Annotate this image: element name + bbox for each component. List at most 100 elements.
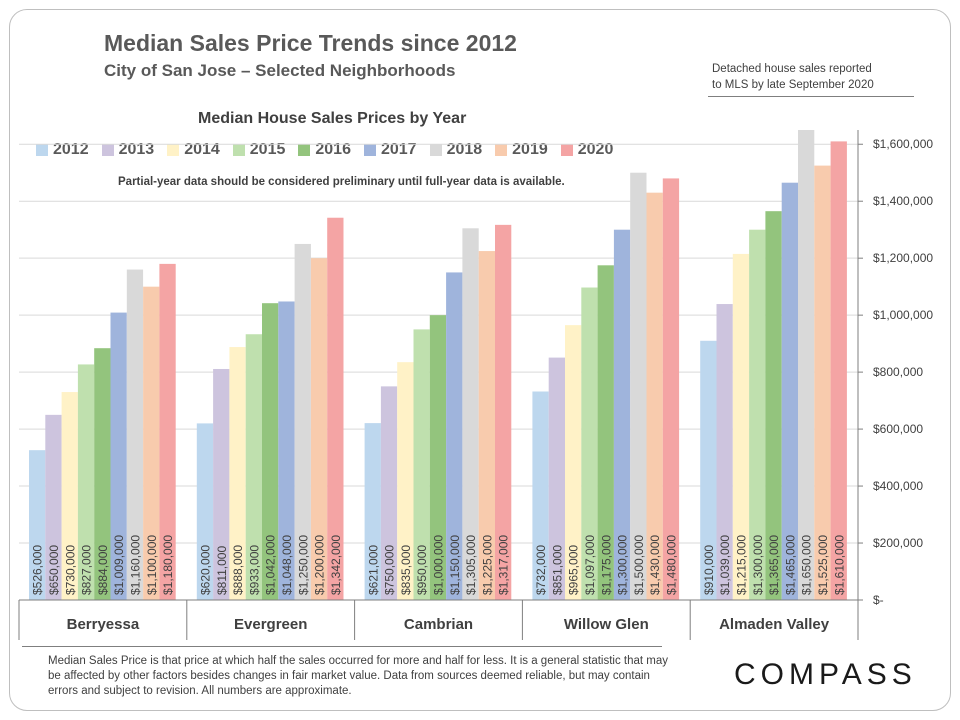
legend-swatch [167,144,180,156]
legend-item-2015: 2015 [232,141,286,159]
legend: 2012 2013 2014 2015 2016 2017 2018 2019 2020 [36,141,626,159]
source-note: Detached house sales reported to MLS by … [712,61,874,93]
bar-2016-evergreen [262,303,279,600]
legend-label: 2014 [184,141,220,158]
data-label: $650,000 [47,545,61,595]
bar-2015-almaden-valley [749,229,766,601]
data-label: $750,000 [383,545,397,595]
bar-2017-berryessa [110,312,127,600]
partial-year-note: Partial-year data should be considered p… [118,176,565,188]
legend-label: 2020 [577,141,614,158]
data-label: $965,000 [567,545,581,595]
chart-title: Median House Sales Prices by Year [198,110,467,127]
legend-item-2013: 2013 [101,141,154,159]
legend-swatch [560,144,573,156]
bar-2015-cambrian [413,329,430,600]
bar-2020-willow-glen [662,178,680,600]
bar-2019-evergreen [310,258,328,600]
legend-swatch [429,144,442,156]
data-label: $884,000 [96,545,110,595]
legend-label: 2018 [446,141,483,158]
data-label: $1,430,000 [648,535,662,595]
data-label: $1,200,000 [313,535,327,595]
legend-item-2019: 2019 [495,141,548,159]
bar-2013-evergreen [213,368,230,600]
source-note-line-2: to MLS by late September 2020 [712,79,874,91]
bar-2020-berryessa [159,263,176,600]
source-note-line-1: Detached house sales reported [712,63,872,75]
data-label: $1,225,000 [480,535,494,595]
bar-2014-almaden-valley [732,253,750,600]
data-label: $827,000 [80,545,94,595]
compass-logo: COMPASS [734,658,917,691]
data-label: $732,000 [534,545,548,595]
data-label: $1,150,000 [448,535,462,595]
data-label: $933,000 [247,545,261,595]
footnote: Median Sales Price is that price at whic… [48,655,669,697]
data-label: $1,365,000 [767,535,781,595]
page-subtitle: City of San Jose – Selected Neighborhood… [104,61,456,80]
category-label: Almaden Valley [719,616,830,633]
y-tick-label: $1,400,000 [873,194,933,208]
bar-2016-willow-glen [597,265,614,600]
bar-2012-berryessa [29,450,46,600]
data-label: $835,000 [399,545,413,595]
data-label: $1,175,000 [599,535,613,595]
bar-2020-almaden-valley [830,141,847,601]
legend-item-2016: 2016 [298,141,351,159]
data-label: $1,300,000 [616,535,630,595]
bar-2013-willow-glen [548,357,565,600]
y-tick-label: $200,000 [873,536,923,550]
data-label: $1,300,000 [751,535,765,595]
bar-2019-willow-glen [646,192,663,600]
legend-item-2014: 2014 [167,141,220,159]
data-label: $621,000 [366,545,380,595]
data-label: $1,100,000 [145,535,159,595]
bar-2015-berryessa [77,364,95,600]
bar-2014-cambrian [397,362,414,600]
data-label: $1,610,000 [832,535,846,595]
data-label: $1,250,000 [296,535,310,595]
bar-2016-almaden-valley [765,211,782,600]
legend-swatch [363,144,376,156]
data-label: $620,000 [198,545,212,595]
data-label: $811,000 [215,546,229,595]
bar-2018-almaden-valley [798,130,815,600]
category-label: Cambrian [404,616,473,633]
legend-item-2012: 2012 [36,141,89,159]
bar-2013-berryessa [45,414,62,600]
legend-swatch [36,144,48,156]
bar-2018-cambrian [462,228,479,601]
y-tick-label: $1,000,000 [873,308,933,322]
bar-2014-evergreen [229,347,246,600]
legend-label: 2016 [315,141,351,158]
legend-label: 2017 [380,141,417,158]
legend-label: 2015 [249,141,286,158]
data-label: $1,180,000 [161,535,175,595]
bar-2017-cambrian [446,272,463,600]
data-label: $950,000 [415,545,429,595]
legend-swatch [298,144,311,156]
data-label: $1,215,000 [734,535,748,595]
footnote-divider [22,646,662,647]
legend-label: 2019 [512,141,548,158]
category-label: Evergreen [234,616,307,633]
data-label: $1,500,000 [632,535,646,595]
bar-2012-almaden-valley [700,340,717,600]
bar-2012-willow-glen [532,391,549,600]
bar-2017-evergreen [278,301,295,600]
bar-2019-almaden-valley [814,165,831,600]
bar-2018-willow-glen [630,172,647,600]
legend-label: 2012 [53,141,89,158]
bar-2019-cambrian [478,251,495,600]
legend-swatch [101,144,114,156]
bar-2013-cambrian [380,386,398,600]
y-tick-label: $- [873,593,884,607]
data-label: $910,000 [702,545,716,595]
bar-2020-cambrian [495,224,512,600]
bar-2020-evergreen [327,217,344,600]
data-label: $1,039,000 [718,535,732,595]
data-label: $1,009,000 [112,535,126,595]
bar-2017-willow-glen [613,229,631,601]
data-label: $1,342,000 [329,535,343,595]
